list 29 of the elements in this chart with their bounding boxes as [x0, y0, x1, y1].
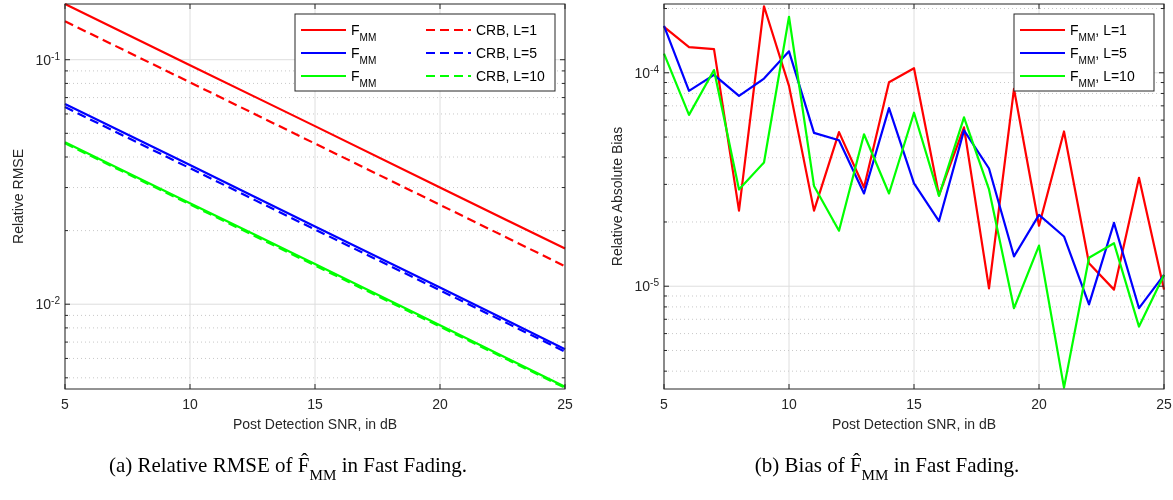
x-tick-label: 5 — [61, 396, 70, 412]
legend-label: F$_{MM}$ — [351, 45, 377, 66]
x-tick-label: 10 — [781, 396, 797, 412]
y-axis-title: Relative RMSE — [10, 149, 26, 244]
y-tick-label: 10$^{-5}$ — [634, 276, 660, 295]
x-axis-title: Post Detection SNR, in dB — [232, 416, 398, 432]
x-tick-label: 20 — [432, 396, 448, 412]
x-tick-label: 25 — [1156, 396, 1172, 412]
y-tick-label: 10$^{-4}$ — [634, 63, 660, 81]
x-tick-label: 15 — [307, 396, 323, 412]
x-tick-label: 25 — [557, 396, 573, 412]
legend-label: CRB, L=5 — [476, 45, 538, 61]
x-tick-label: 15 — [906, 396, 922, 412]
text: (a) Relative RMSE of F̂$_{MM}$ in Fast Fading. — [108, 452, 468, 483]
text: (b) Bias of F̂$_{MM}$ in Fast Fading. — [754, 452, 1020, 483]
y-tick-label: 10$^{-2}$ — [35, 294, 61, 313]
legend-label: F$_{MM}$ — [351, 22, 377, 43]
x-tick-label: 20 — [1031, 396, 1047, 412]
x-tick-label: 5 — [660, 396, 669, 412]
legend-label: F$_{MM}$, L=1 — [1070, 22, 1128, 43]
legend-label: F$_{MM}$ — [351, 68, 377, 89]
legend-label: CRB, L=10 — [476, 68, 546, 84]
y-tick-label: 10$^{-1}$ — [35, 50, 61, 68]
x-tick-label: 10 — [182, 396, 198, 412]
y-axis-title: Relative Absolute Bias — [609, 126, 625, 267]
x-axis-title: Post Detection SNR, in dB — [831, 416, 997, 432]
legend-label: F$_{MM}$, L=5 — [1070, 45, 1128, 66]
legend-label: F$_{MM}$, L=10 — [1070, 68, 1135, 89]
legend-label: CRB, L=1 — [476, 22, 538, 38]
